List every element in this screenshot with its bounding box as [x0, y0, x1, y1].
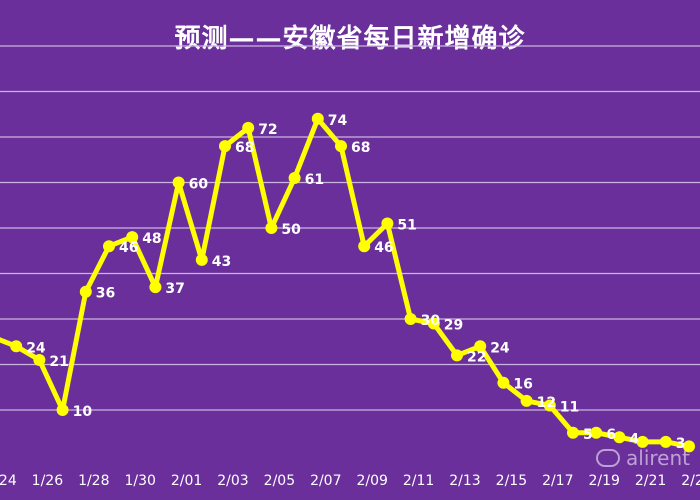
data-point — [474, 340, 487, 353]
data-point — [56, 404, 69, 416]
data-label: 22 — [467, 349, 486, 365]
data-label: 51 — [397, 217, 416, 233]
data-point — [358, 240, 371, 253]
data-label: 4 — [629, 431, 639, 447]
data-point — [311, 112, 324, 125]
data-point — [335, 140, 347, 153]
data-label: 10 — [73, 404, 93, 420]
x-tick-label: 1/24 — [0, 473, 17, 489]
data-label: 36 — [96, 286, 115, 302]
x-tick-label: 2/21 — [635, 473, 666, 489]
x-tick-label: 2/11 — [403, 473, 434, 489]
data-point — [497, 376, 510, 389]
data-point — [242, 121, 255, 134]
data-point — [543, 399, 556, 412]
x-tick-label: 2/05 — [264, 473, 295, 489]
data-label: 29 — [444, 318, 463, 334]
data-point — [288, 171, 301, 184]
x-tick-label: 2/07 — [310, 473, 341, 489]
data-label: 24 — [490, 340, 510, 356]
data-label: 74 — [328, 113, 348, 129]
data-label: 60 — [189, 177, 209, 193]
data-point — [613, 431, 626, 444]
watermark: alirent — [596, 446, 690, 470]
series-line — [0, 116, 690, 449]
data-label: 43 — [212, 254, 231, 270]
data-point — [659, 435, 672, 448]
data-label: 11 — [560, 399, 579, 415]
watermark-text: alirent — [626, 446, 690, 470]
chat-bubble-icon — [596, 449, 620, 467]
data-label: 46 — [119, 240, 138, 256]
data-label: 48 — [142, 231, 161, 247]
data-label: 46 — [374, 240, 393, 256]
data-label: 61 — [305, 172, 324, 188]
data-label: 50 — [281, 222, 301, 238]
x-tick-label: 2/03 — [217, 473, 248, 489]
x-tick-label: 2/01 — [171, 473, 202, 489]
x-tick-label: 1/26 — [32, 473, 64, 489]
data-point — [683, 440, 695, 453]
data-label: 72 — [258, 122, 277, 138]
data-point — [172, 176, 185, 189]
data-point — [265, 222, 278, 234]
data-label: 37 — [165, 281, 184, 297]
data-point — [381, 217, 394, 230]
data-point — [636, 435, 649, 448]
data-point — [567, 426, 579, 439]
x-tick-label: 1/30 — [124, 473, 155, 489]
data-label: 21 — [49, 354, 68, 370]
x-tick-label: 2/13 — [449, 473, 480, 489]
x-tick-label: 1/28 — [78, 473, 109, 489]
data-point — [520, 394, 533, 407]
data-point — [126, 231, 139, 244]
chart-title: 预测——安徽省每日新增确诊 — [174, 24, 526, 54]
data-point — [149, 281, 162, 294]
data-point — [427, 317, 440, 330]
data-label: 12 — [537, 395, 556, 411]
data-label: 5 — [583, 427, 593, 443]
data-label: 30 — [421, 313, 441, 329]
data-label: 68 — [235, 140, 254, 156]
data-point — [33, 353, 46, 366]
data-point — [590, 426, 603, 439]
data-point — [10, 340, 23, 353]
data-point — [195, 253, 208, 266]
data-point — [451, 349, 463, 362]
data-point — [404, 313, 417, 325]
data-label: 68 — [351, 140, 370, 156]
x-tick-label: 2/15 — [496, 473, 527, 489]
x-tick-label: 2/23 — [681, 473, 700, 489]
x-tick-label: 2/09 — [356, 473, 387, 489]
x-tick-label: 2/17 — [542, 473, 573, 489]
data-label: 6 — [606, 427, 616, 443]
x-tick-label: 2/19 — [588, 473, 619, 489]
data-point — [219, 140, 231, 153]
data-label: 16 — [513, 377, 532, 393]
data-label: 3 — [676, 436, 686, 452]
data-point — [103, 240, 115, 253]
data-label: 24 — [26, 340, 46, 356]
data-point — [79, 285, 92, 298]
